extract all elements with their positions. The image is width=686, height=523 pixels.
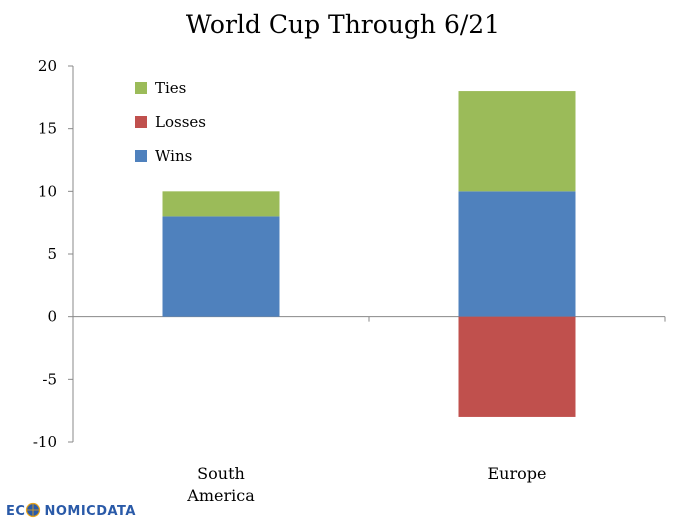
bar-losses-europe <box>458 316 576 417</box>
chart-title: World Cup Through 6/21 <box>186 10 500 39</box>
bar-ties-south-america <box>162 191 280 217</box>
legend-label-wins: Wins <box>155 147 192 165</box>
legend-swatch-wins <box>135 150 147 162</box>
legend: Ties Losses Wins <box>135 79 206 165</box>
y-tick-label: -5 <box>42 370 57 388</box>
x-category-label: Europe <box>488 464 547 483</box>
x-axis-labels: South America Europe <box>186 464 546 505</box>
logo-text-part-2: NOMICDATA <box>44 504 136 519</box>
legend-label-losses: Losses <box>155 113 206 131</box>
y-tick-label: 15 <box>38 120 57 138</box>
logo-text: EC NOMICDATA <box>6 504 136 519</box>
legend-swatch-ties <box>135 82 147 94</box>
bar-wins-europe <box>458 191 576 317</box>
bars <box>162 91 576 417</box>
legend-label-ties: Ties <box>155 79 186 97</box>
y-axis: 20 15 10 5 0 -5 -10 <box>33 57 74 451</box>
y-tick-label: 20 <box>38 57 57 75</box>
legend-swatch-losses <box>135 116 147 128</box>
x-axis <box>72 316 666 322</box>
y-tick-label: 5 <box>47 245 57 263</box>
economicdata-logo: EC NOMICDATA <box>6 502 136 519</box>
y-tick-label: 10 <box>38 182 57 200</box>
globe-icon <box>25 502 41 518</box>
bar-ties-europe <box>458 91 576 192</box>
y-tick-label: 0 <box>47 308 57 326</box>
logo-text-part-1: EC <box>6 504 25 519</box>
bar-wins-south-america <box>162 216 280 317</box>
y-tick-label: -10 <box>33 433 57 451</box>
x-category-label: South America <box>186 464 255 505</box>
